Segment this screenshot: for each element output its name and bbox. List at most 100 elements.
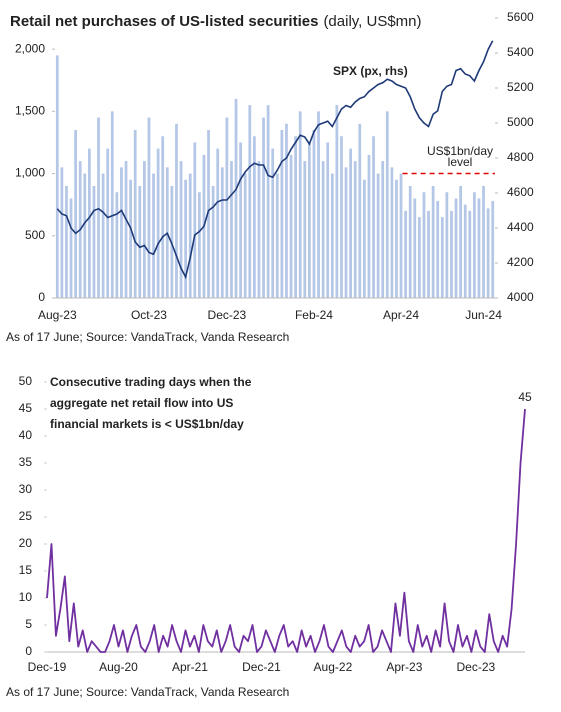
bar bbox=[262, 117, 265, 298]
bar bbox=[271, 148, 275, 298]
bar bbox=[408, 186, 412, 298]
bar bbox=[211, 186, 215, 298]
bar bbox=[376, 173, 380, 298]
bar bbox=[340, 136, 343, 298]
bar bbox=[266, 105, 270, 298]
bar bbox=[106, 148, 110, 298]
bar bbox=[431, 186, 435, 298]
x-tick-label: Oct-23 bbox=[131, 308, 167, 322]
bar bbox=[234, 98, 238, 298]
bar bbox=[188, 173, 192, 298]
y-tick-label: 45 bbox=[19, 401, 33, 415]
x-tick-label: Apr-21 bbox=[172, 660, 208, 674]
bar bbox=[344, 167, 348, 298]
bar bbox=[207, 130, 210, 298]
bar bbox=[216, 148, 220, 298]
bar bbox=[74, 130, 77, 298]
x-tick-label: Jun-24 bbox=[465, 308, 502, 322]
bar bbox=[335, 105, 339, 298]
bar bbox=[473, 192, 476, 298]
bar bbox=[427, 210, 430, 298]
bar bbox=[321, 161, 325, 298]
bar bbox=[239, 142, 242, 298]
y-tick-label: 35 bbox=[19, 455, 33, 469]
bar bbox=[308, 142, 311, 298]
y-tick-label: 0 bbox=[25, 644, 32, 658]
bar bbox=[243, 173, 247, 298]
reference-label: US$1bn/day bbox=[427, 144, 493, 158]
bar bbox=[275, 173, 279, 298]
chart-title: Retail net purchases of US-listed securi… bbox=[10, 13, 422, 30]
y-tick-label: 20 bbox=[19, 536, 33, 550]
bar bbox=[450, 210, 453, 298]
bar bbox=[175, 123, 178, 299]
bar bbox=[285, 123, 288, 299]
bar bbox=[220, 167, 224, 298]
y2-tick-label: 4600 bbox=[507, 185, 534, 199]
bar bbox=[422, 192, 426, 298]
y-tick-label: 40 bbox=[19, 428, 33, 442]
bar bbox=[60, 167, 64, 298]
source-note: As of 17 June; Source: VandaTrack, Vanda… bbox=[6, 685, 289, 699]
y-tick-label: 1,000 bbox=[15, 166, 45, 180]
bar bbox=[280, 130, 284, 298]
bar bbox=[294, 136, 297, 298]
bar bbox=[312, 130, 316, 298]
bar bbox=[179, 161, 183, 298]
x-tick-label: Aug-22 bbox=[314, 660, 353, 674]
y-tick-label: 0 bbox=[38, 290, 45, 304]
bar bbox=[358, 123, 362, 299]
y-tick-label: 5 bbox=[25, 617, 32, 631]
x-tick-label: Feb-24 bbox=[295, 308, 333, 322]
bar bbox=[413, 198, 417, 298]
y2-tick-label: 4000 bbox=[507, 290, 534, 304]
bar bbox=[298, 111, 302, 298]
bar bbox=[92, 186, 96, 298]
bar bbox=[83, 173, 87, 298]
title-main: Retail net purchases of US-listed securi… bbox=[10, 13, 318, 30]
x-tick-label: Dec-23 bbox=[208, 308, 247, 322]
x-tick-label: Dec-19 bbox=[28, 660, 67, 674]
bar bbox=[445, 192, 449, 298]
series-line bbox=[46, 408, 526, 653]
y-tick-label: 25 bbox=[19, 509, 33, 523]
bar bbox=[257, 161, 261, 298]
bar bbox=[463, 204, 467, 298]
y2-tick-label: 4400 bbox=[507, 220, 534, 234]
bar bbox=[395, 179, 398, 298]
bar bbox=[55, 55, 59, 299]
bar bbox=[399, 173, 403, 298]
bar bbox=[404, 210, 407, 298]
bar bbox=[326, 142, 330, 298]
y-tick-label: 30 bbox=[19, 482, 33, 496]
line-label: SPX (px, rhs) bbox=[333, 64, 408, 78]
x-tick-label: Apr-23 bbox=[386, 660, 422, 674]
bar bbox=[440, 217, 444, 298]
bar bbox=[253, 136, 256, 298]
bar bbox=[372, 136, 375, 298]
y-tick-label: 500 bbox=[25, 228, 45, 242]
y2-tick-label: 5000 bbox=[507, 115, 534, 129]
bar bbox=[317, 111, 320, 298]
x-tick-label: Dec-23 bbox=[457, 660, 496, 674]
reference-label: level bbox=[448, 155, 473, 169]
bar bbox=[143, 161, 146, 298]
bar bbox=[147, 117, 151, 298]
x-tick-label: Aug-20 bbox=[99, 660, 138, 674]
y-tick-label: 50 bbox=[19, 374, 33, 388]
bar bbox=[124, 161, 128, 298]
y2-tick-label: 5400 bbox=[507, 45, 534, 59]
y-tick-label: 1,500 bbox=[15, 104, 45, 118]
bar bbox=[353, 161, 357, 298]
y-tick-label: 2,000 bbox=[15, 41, 45, 55]
bar bbox=[198, 192, 201, 298]
bar bbox=[110, 111, 114, 298]
spx-line bbox=[56, 40, 494, 280]
y-tick-label: 15 bbox=[19, 563, 33, 577]
bar bbox=[120, 167, 123, 298]
bar bbox=[363, 179, 366, 298]
source-note: As of 17 June; Source: VandaTrack, Vanda… bbox=[6, 330, 289, 344]
chart-title: Consecutive trading days when the bbox=[50, 375, 252, 389]
bar bbox=[225, 117, 229, 298]
